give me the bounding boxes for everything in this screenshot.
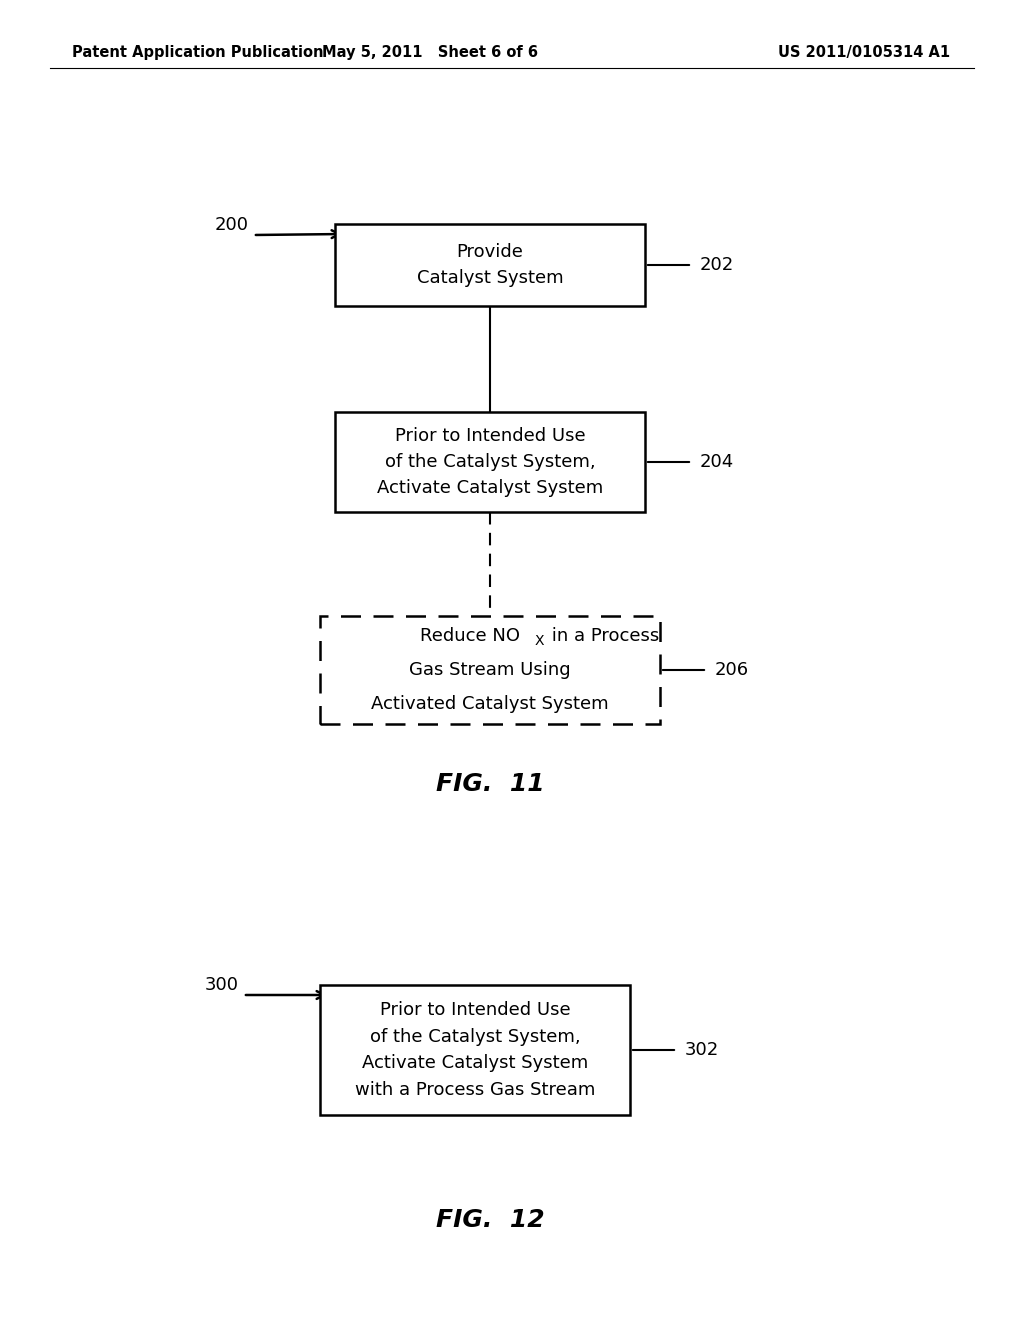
Text: May 5, 2011   Sheet 6 of 6: May 5, 2011 Sheet 6 of 6 [322, 45, 538, 59]
Text: 302: 302 [685, 1041, 719, 1059]
Text: 202: 202 [700, 256, 734, 275]
Text: FIG.  11: FIG. 11 [435, 772, 545, 796]
Text: Provide
Catalyst System: Provide Catalyst System [417, 243, 563, 288]
Text: in a Process: in a Process [546, 627, 659, 645]
Text: FIG.  12: FIG. 12 [435, 1208, 545, 1232]
Text: US 2011/0105314 A1: US 2011/0105314 A1 [778, 45, 950, 59]
Text: 204: 204 [700, 453, 734, 471]
Text: Prior to Intended Use
of the Catalyst System,
Activate Catalyst System
with a Pr: Prior to Intended Use of the Catalyst Sy… [354, 1002, 595, 1098]
Text: Prior to Intended Use
of the Catalyst System,
Activate Catalyst System: Prior to Intended Use of the Catalyst Sy… [377, 426, 603, 498]
Bar [335, 412, 645, 512]
Text: Patent Application Publication: Patent Application Publication [72, 45, 324, 59]
Bar [319, 985, 630, 1115]
Text: X: X [535, 634, 545, 648]
Text: Reduce NO: Reduce NO [420, 627, 520, 645]
Text: 300: 300 [205, 975, 239, 994]
Bar [319, 616, 660, 723]
Bar [335, 224, 645, 306]
Text: 206: 206 [715, 661, 750, 678]
Text: Gas Stream Using: Gas Stream Using [410, 661, 570, 678]
Text: Activated Catalyst System: Activated Catalyst System [371, 696, 609, 713]
Text: 200: 200 [215, 216, 249, 234]
